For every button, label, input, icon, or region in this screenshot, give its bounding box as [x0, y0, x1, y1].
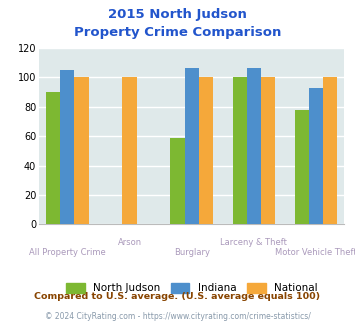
- Bar: [122, 77, 137, 224]
- Text: Compared to U.S. average. (U.S. average equals 100): Compared to U.S. average. (U.S. average …: [34, 292, 321, 301]
- Bar: [247, 68, 261, 224]
- Text: Larceny & Theft: Larceny & Theft: [220, 238, 287, 247]
- Bar: [170, 138, 185, 224]
- Bar: [233, 77, 247, 224]
- Text: © 2024 CityRating.com - https://www.cityrating.com/crime-statistics/: © 2024 CityRating.com - https://www.city…: [45, 312, 310, 321]
- Text: Burglary: Burglary: [174, 248, 210, 257]
- Bar: [295, 110, 309, 224]
- Text: Property Crime Comparison: Property Crime Comparison: [74, 26, 281, 39]
- Text: All Property Crime: All Property Crime: [29, 248, 106, 257]
- Text: 2015 North Judson: 2015 North Judson: [108, 8, 247, 21]
- Bar: [261, 77, 275, 224]
- Bar: [60, 70, 75, 224]
- Bar: [323, 77, 337, 224]
- Bar: [199, 77, 213, 224]
- Text: Motor Vehicle Theft: Motor Vehicle Theft: [275, 248, 355, 257]
- Bar: [75, 77, 88, 224]
- Text: Arson: Arson: [118, 238, 142, 247]
- Bar: [309, 87, 323, 224]
- Bar: [46, 92, 60, 224]
- Bar: [185, 68, 199, 224]
- Legend: North Judson, Indiana, National: North Judson, Indiana, National: [66, 282, 317, 293]
